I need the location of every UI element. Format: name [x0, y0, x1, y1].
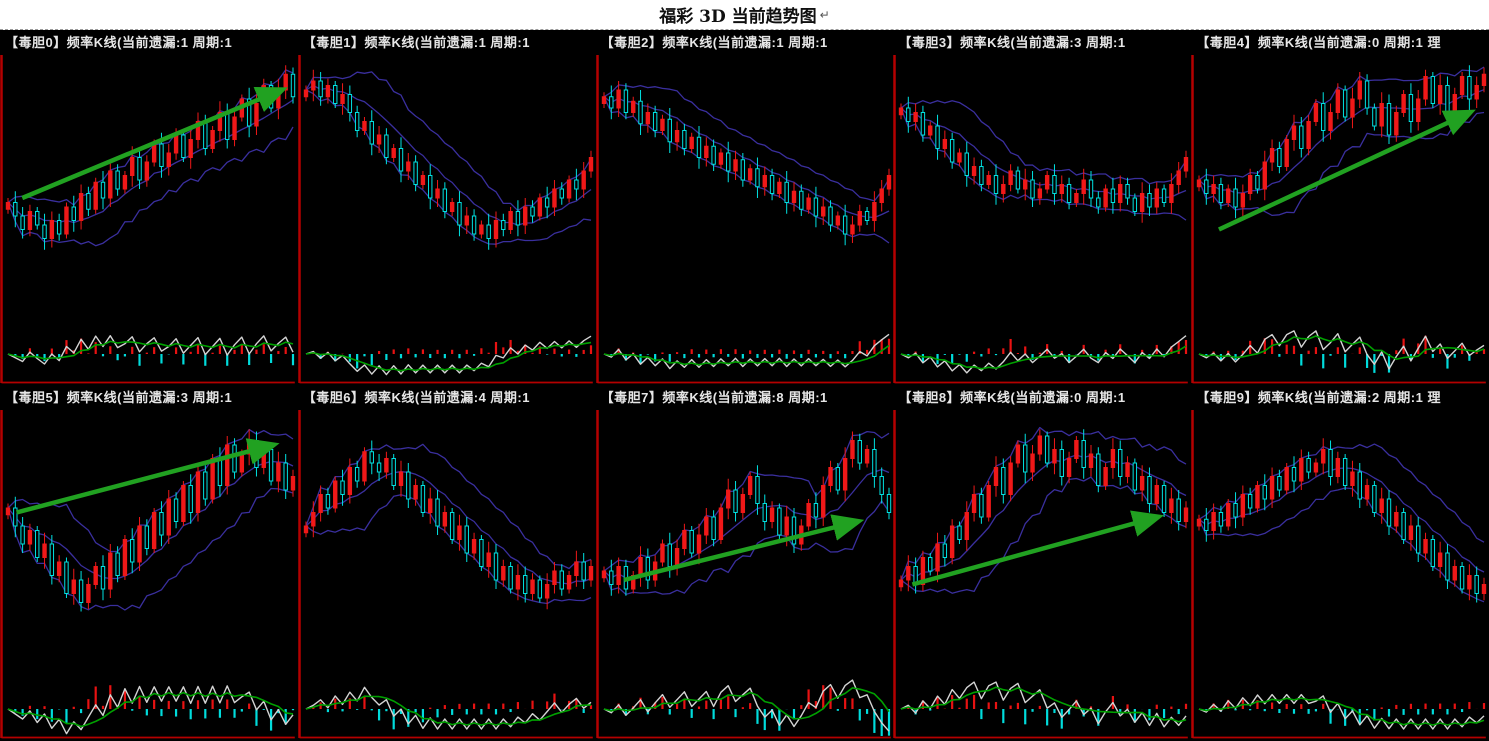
panel-title: 【毒胆0】频率K线(当前遗漏:1 周期:1 — [5, 35, 233, 50]
kline-chart-毒胆6 — [298, 410, 593, 739]
chart-panel-毒胆3: 【毒胆3】频率K线(当前遗漏:3 周期:1 — [893, 30, 1191, 385]
chart-panel-毒胆4: 【毒胆4】频率K线(当前遗漏:0 周期:1 理 — [1191, 30, 1489, 385]
panel-title: 【毒胆4】频率K线(当前遗漏:0 周期:1 理 — [1196, 35, 1441, 50]
chart-panel-毒胆1: 【毒胆1】频率K线(当前遗漏:1 周期:1 — [298, 30, 596, 385]
trend-arrow — [912, 510, 1165, 587]
trend-arrow — [21, 87, 288, 201]
trend-arrow — [1218, 109, 1477, 232]
kline-chart-毒胆5 — [0, 410, 296, 739]
panel-title: 【毒胆1】频率K线(当前遗漏:1 周期:1 — [302, 35, 530, 50]
kline-chart-毒胆4 — [1191, 55, 1487, 384]
panel-title: 【毒胆5】频率K线(当前遗漏:3 周期:1 — [5, 390, 233, 405]
trend-arrow — [622, 514, 864, 583]
page-title: 福彩 3D 当前趋势图 — [659, 7, 817, 27]
kline-chart-毒胆0 — [0, 55, 296, 384]
kline-chart-毒胆9 — [1191, 410, 1487, 739]
chart-panel-毒胆7: 【毒胆7】频率K线(当前遗漏:8 周期:1 — [595, 385, 894, 740]
kline-chart-毒胆1 — [298, 55, 593, 384]
chart-panel-毒胆8: 【毒胆8】频率K线(当前遗漏:0 周期:1 — [893, 385, 1191, 740]
chart-panel-毒胆6: 【毒胆6】频率K线(当前遗漏:4 周期:1 — [298, 385, 596, 740]
panel-title: 【毒胆2】频率K线(当前遗漏:1 周期:1 — [600, 35, 828, 50]
chart-panel-毒胆5: 【毒胆5】频率K线(当前遗漏:3 周期:1 — [0, 385, 298, 740]
kline-chart-毒胆7 — [595, 410, 891, 739]
chart-panel-毒胆0: 【毒胆0】频率K线(当前遗漏:1 周期:1 — [0, 30, 298, 385]
chart-panel-毒胆9: 【毒胆9】频率K线(当前遗漏:2 周期:1 理 — [1191, 385, 1489, 740]
panel-title: 【毒胆8】频率K线(当前遗漏:0 周期:1 — [898, 390, 1126, 405]
charts-grid: 【毒胆0】频率K线(当前遗漏:1 周期:1 【毒胆1】频率K线(当前遗漏:1 周期… — [0, 30, 1489, 740]
kline-chart-毒胆2 — [595, 55, 891, 384]
kline-chart-毒胆3 — [893, 55, 1189, 384]
chart-panel-毒胆2: 【毒胆2】频率K线(当前遗漏:1 周期:1 — [595, 30, 894, 385]
panel-title: 【毒胆3】频率K线(当前遗漏:3 周期:1 — [898, 35, 1126, 50]
panel-title: 【毒胆7】频率K线(当前遗漏:8 周期:1 — [600, 390, 828, 405]
panel-title: 【毒胆6】频率K线(当前遗漏:4 周期:1 — [302, 390, 530, 405]
document-title-bar: 福彩 3D 当前趋势图 ↵ — [0, 0, 1489, 30]
kline-chart-毒胆8 — [893, 410, 1189, 739]
trend-arrow — [15, 438, 280, 515]
paragraph-return-mark: ↵ — [819, 7, 830, 22]
panel-title: 【毒胆9】频率K线(当前遗漏:2 周期:1 理 — [1196, 390, 1441, 405]
